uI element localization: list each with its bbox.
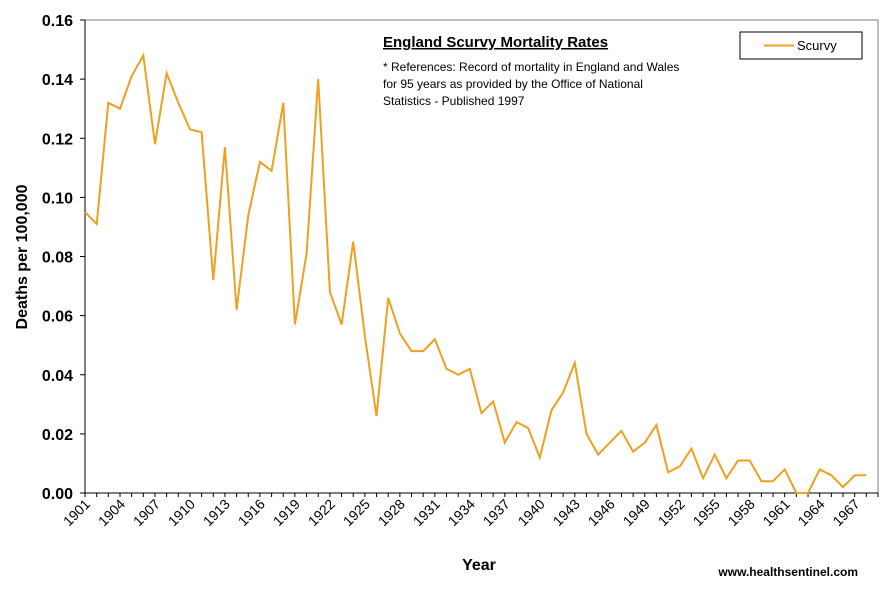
y-tick-label: 0.14 — [42, 72, 73, 89]
x-tick-label: 1940 — [515, 496, 548, 529]
series-line-scurvy — [84, 52, 867, 494]
annotation-line-3: Statistics - Published 1997 — [383, 94, 525, 108]
y-axis-label: Deaths per 100,000 — [14, 184, 31, 329]
annotation-line-2: for 95 years as provided by the Office o… — [383, 77, 643, 91]
x-tick-label: 1946 — [585, 496, 618, 529]
legend: Scurvy — [739, 31, 863, 60]
x-tick-label: 1910 — [165, 496, 198, 529]
x-tick-label: 1916 — [235, 496, 268, 529]
x-tick-label: 1967 — [829, 496, 862, 529]
x-tick-label: 1949 — [620, 496, 653, 529]
chart-title: England Scurvy Mortality Rates — [383, 34, 608, 51]
y-tick-label: 0.00 — [42, 486, 73, 503]
x-tick-label: 1955 — [690, 496, 723, 529]
y-tick-label: 0.10 — [42, 190, 73, 207]
x-tick-label: 1907 — [130, 496, 163, 529]
annotation-line-1: * References: Record of mortality in Eng… — [383, 60, 679, 74]
x-tick-label: 1904 — [95, 496, 128, 529]
x-tick-label: 1964 — [794, 496, 827, 529]
legend-label-scurvy: Scurvy — [797, 38, 837, 53]
x-tick-label: 1925 — [340, 496, 373, 529]
y-tick-label: 0.02 — [42, 427, 73, 444]
x-tick-label: 1922 — [305, 496, 338, 529]
y-tick-label: 0.08 — [42, 250, 73, 267]
x-axis-ticks: 1901 1904 1907 1910 1913 1916 1919 1922 1925 1928… — [60, 493, 879, 529]
y-tick-label: 0.04 — [42, 368, 73, 385]
x-tick-label: 1931 — [410, 496, 443, 529]
x-tick-label: 1913 — [200, 496, 233, 529]
x-tick-label: 1934 — [445, 496, 478, 529]
x-axis-label: Year — [462, 557, 496, 574]
x-tick-label: 1937 — [480, 496, 513, 529]
legend-box — [739, 31, 863, 60]
x-tick-label: 1919 — [270, 496, 303, 529]
x-tick-label: 1958 — [724, 496, 757, 529]
y-tick-label: 0.06 — [42, 309, 73, 326]
x-tick-label: 1952 — [655, 496, 688, 529]
y-axis-ticks: 0.00 0.02 0.04 0.06 0.08 0.10 0.12 0.14 0.16 — [42, 13, 85, 503]
x-tick-label: 1961 — [759, 496, 792, 529]
y-tick-label: 0.16 — [42, 13, 73, 30]
x-tick-label: 1928 — [375, 496, 408, 529]
series-layer — [84, 52, 867, 494]
y-tick-label: 0.12 — [42, 131, 73, 148]
x-tick-label: 1943 — [550, 496, 583, 529]
credit-text: www.healthsentinel.com — [717, 565, 858, 579]
